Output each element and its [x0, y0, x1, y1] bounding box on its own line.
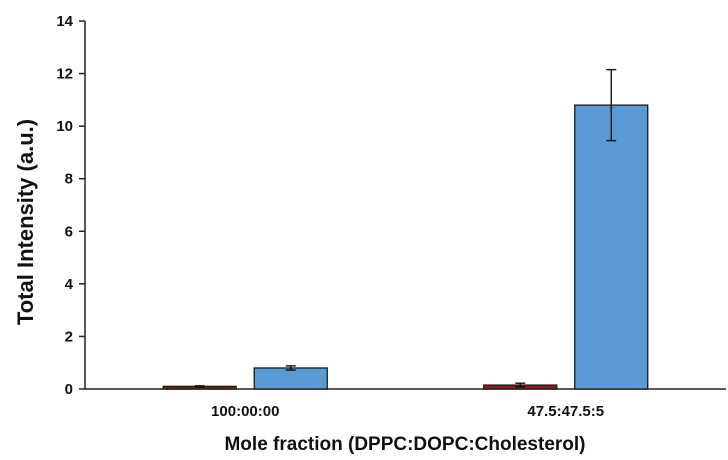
error-bars: [194, 68, 617, 388]
x-tick-label: 100:00:00: [211, 403, 279, 420]
x-axis: 100:00:00 47.5:47.5:5: [85, 388, 726, 420]
y-tick-label: 10: [56, 118, 73, 135]
y-axis: 0 2 4 6 8 10 12 14: [56, 13, 86, 398]
y-tick-label: 6: [65, 223, 73, 240]
y-tick-label: 0: [65, 381, 73, 398]
y-tick-label: 12: [56, 66, 73, 83]
x-tick-label: 47.5:47.5:5: [527, 403, 604, 420]
y-tick-label: 8: [65, 171, 73, 188]
y-axis-title: Total Intensity (a.u.): [13, 119, 38, 325]
x-axis-title: Mole fraction (DPPC:DOPC:Cholesterol): [224, 434, 585, 455]
y-tick-label: 14: [56, 13, 73, 30]
bars: [162, 104, 649, 390]
bar: [574, 104, 649, 390]
y-tick-label: 4: [65, 276, 74, 293]
y-tick-label: 2: [65, 328, 73, 345]
bar: [253, 367, 328, 390]
